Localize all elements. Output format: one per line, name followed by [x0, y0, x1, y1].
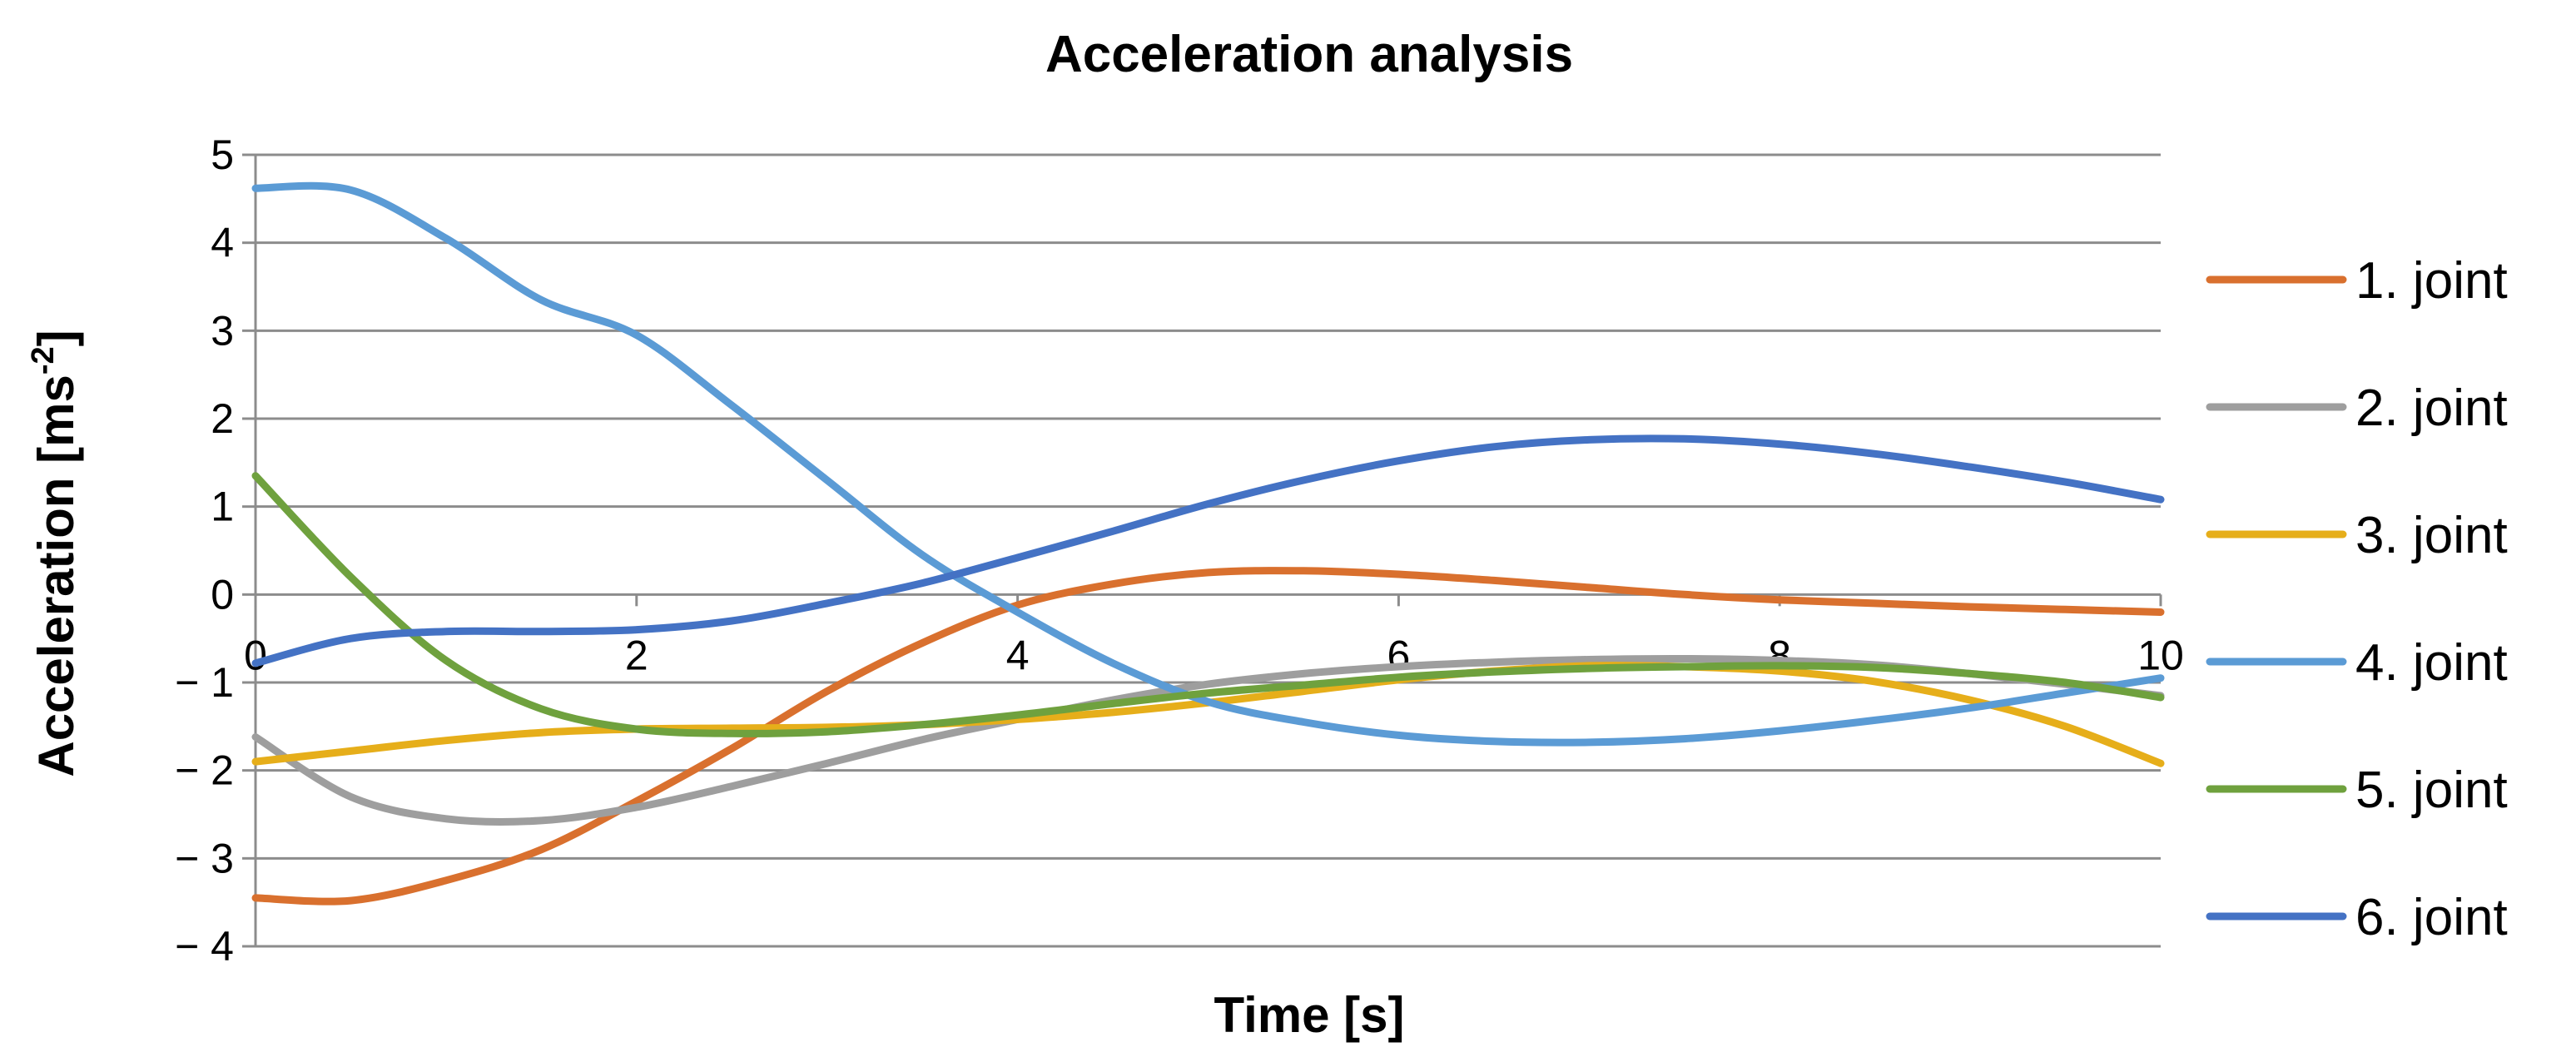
y-axis-label-suffix: ] — [28, 330, 84, 346]
x-tick-label-3: 6 — [1387, 632, 1410, 678]
y-tick-label-5: 0 — [211, 571, 234, 618]
legend-label-joint-5: 5. joint — [2355, 762, 2508, 819]
legend-label-joint-1: 1. joint — [2355, 252, 2508, 310]
legend-label-joint-2: 2. joint — [2355, 380, 2508, 437]
y-axis-label-superscript: -2 — [26, 346, 61, 375]
y-tick-label-6: − 1 — [175, 659, 234, 706]
series-line-joint-3 — [251, 662, 2165, 767]
x-tick-label-5: 10 — [2137, 632, 2184, 678]
legend-label-joint-4: 4. joint — [2355, 634, 2508, 692]
y-tick-label-4: 1 — [211, 484, 234, 530]
legend-label-joint-3: 3. joint — [2355, 507, 2508, 564]
x-tick-label-1: 2 — [625, 632, 648, 678]
x-tick-label-0: 0 — [244, 632, 267, 678]
axes — [242, 153, 2162, 948]
y-tick-label-8: − 3 — [175, 835, 234, 881]
series-line-joint-6 — [251, 434, 2165, 667]
series-lines — [251, 181, 2165, 906]
chart-title: Acceleration analysis — [1045, 26, 1573, 83]
y-tick-label-0: 5 — [211, 132, 234, 178]
y-tick-label-2: 3 — [211, 307, 234, 354]
x-tick-label-2: 4 — [1006, 632, 1030, 678]
y-axis-label-main: Acceleration [ms — [28, 375, 84, 777]
y-tick-labels: 5 4 3 2 1 0 − 1 − 2 − 3 − 4 — [175, 132, 234, 970]
y-tick-label-9: − 4 — [175, 923, 234, 970]
y-axis-label: Acceleration [ms-2] — [26, 330, 84, 777]
series-line-joint-4 — [251, 181, 2165, 747]
y-tick-label-3: 2 — [211, 395, 234, 442]
legend: 1. joint 2. joint 3. joint 4. joint 5. joint… — [2206, 252, 2508, 946]
legend-label-joint-6: 6. joint — [2355, 889, 2508, 946]
series-line-joint-5 — [251, 472, 2165, 737]
y-tick-label-7: − 2 — [175, 747, 234, 794]
series-line-joint-1 — [251, 567, 2165, 906]
gridlines — [256, 153, 2161, 948]
y-tick-label-1: 4 — [211, 220, 234, 266]
x-axis-label: Time [s] — [1214, 987, 1405, 1043]
